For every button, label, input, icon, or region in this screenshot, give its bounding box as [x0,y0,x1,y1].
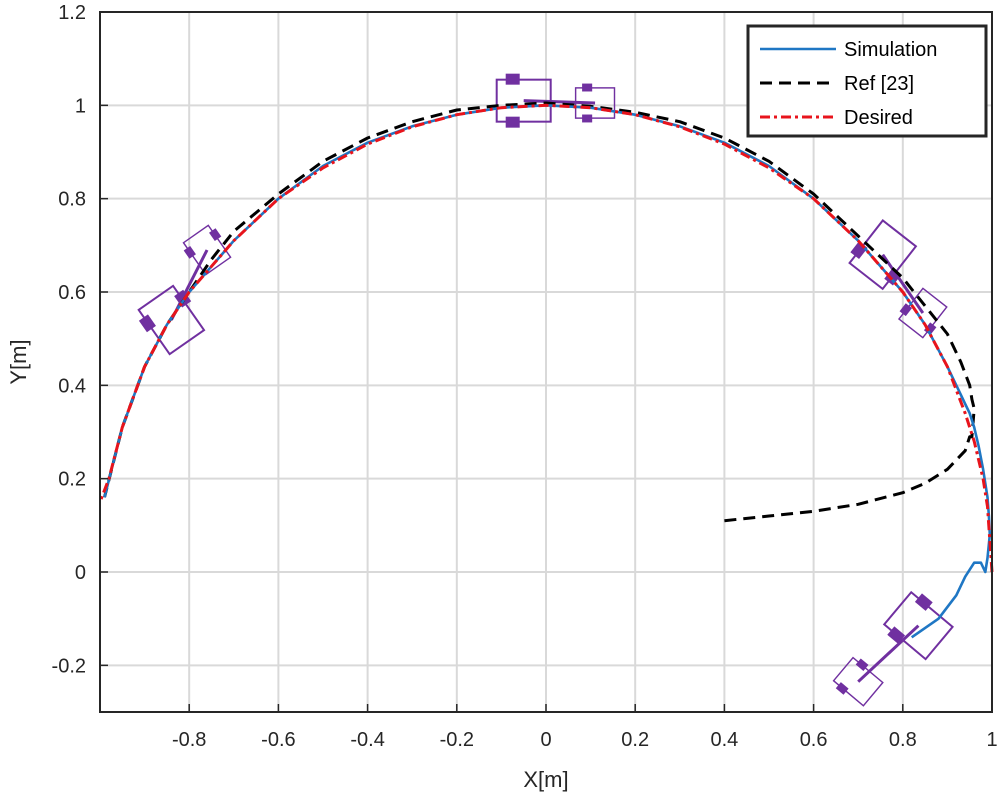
robot-wheel [505,73,520,85]
robot-link [523,99,596,105]
legend-label: Simulation [844,39,937,61]
robot-icon [882,590,955,661]
y-tick-label: 0.4 [58,375,86,397]
x-tick-label: 0.2 [621,729,649,751]
robot-wheel [899,303,913,317]
robot-wheel [174,289,192,308]
x-tick-label: -0.4 [350,729,384,751]
robot-body [832,656,884,707]
robot-body [574,87,616,119]
robot-link [857,624,920,683]
x-tick-label: 0.8 [889,729,917,751]
x-tick-label: -0.6 [261,729,295,751]
robot-wheel [582,83,593,92]
robot-body [882,590,955,661]
robot-wheel [582,114,593,123]
robot-wheel [923,322,937,336]
robot-body [495,78,552,123]
robot-wheel [209,228,222,242]
robot-body [137,284,206,356]
robot-body [182,224,232,276]
y-tick-label: 1 [75,95,86,117]
y-tick-label: 0.2 [58,469,86,491]
x-tick-label: 0 [540,729,551,751]
y-tick-label: 0 [75,562,86,584]
robot-wheel [138,314,156,333]
y-tick-label: 0.6 [58,282,86,304]
robot-icon [832,656,884,707]
y-tick-label: 0.8 [58,189,86,211]
legend-label: Ref [23] [844,73,914,95]
robot-markers [137,73,955,707]
robot-wheel [835,682,849,695]
legend: Simulation Ref [23] Desired [746,24,988,138]
series-line-ref-23 [103,101,976,523]
x-tick-label: -0.8 [172,729,206,751]
y-tick-label: 1.2 [58,2,86,24]
robot-link [881,253,925,314]
robot-wheel [887,626,906,644]
robot-icon [137,284,206,356]
tick-labels: -0.8 -0.6 -0.4 -0.2 0 0.2 0.4 0.6 0.8 1 -0.2 0 0.2 0.… [52,2,998,751]
x-tick-label: -0.2 [440,729,474,751]
legend-label: Desired [844,107,913,129]
robot-icon [182,224,232,276]
series-lines [98,101,994,639]
y-axis-label: Y[m] [6,339,31,384]
series-line-desired [98,103,994,573]
robot-wheel [855,658,869,671]
x-axis-label: X[m] [523,767,568,792]
x-tick-label: 1 [986,729,997,751]
robot-wheel [914,593,933,611]
robot-icon [574,83,616,123]
y-tick-label: -0.2 [52,655,86,677]
x-tick-label: 0.6 [800,729,828,751]
robot-wheel [505,116,520,128]
series-line-simulation [103,104,992,639]
x-tick-label: 0.4 [710,729,738,751]
robot-wheel [183,245,196,259]
robot-icon [495,73,552,128]
